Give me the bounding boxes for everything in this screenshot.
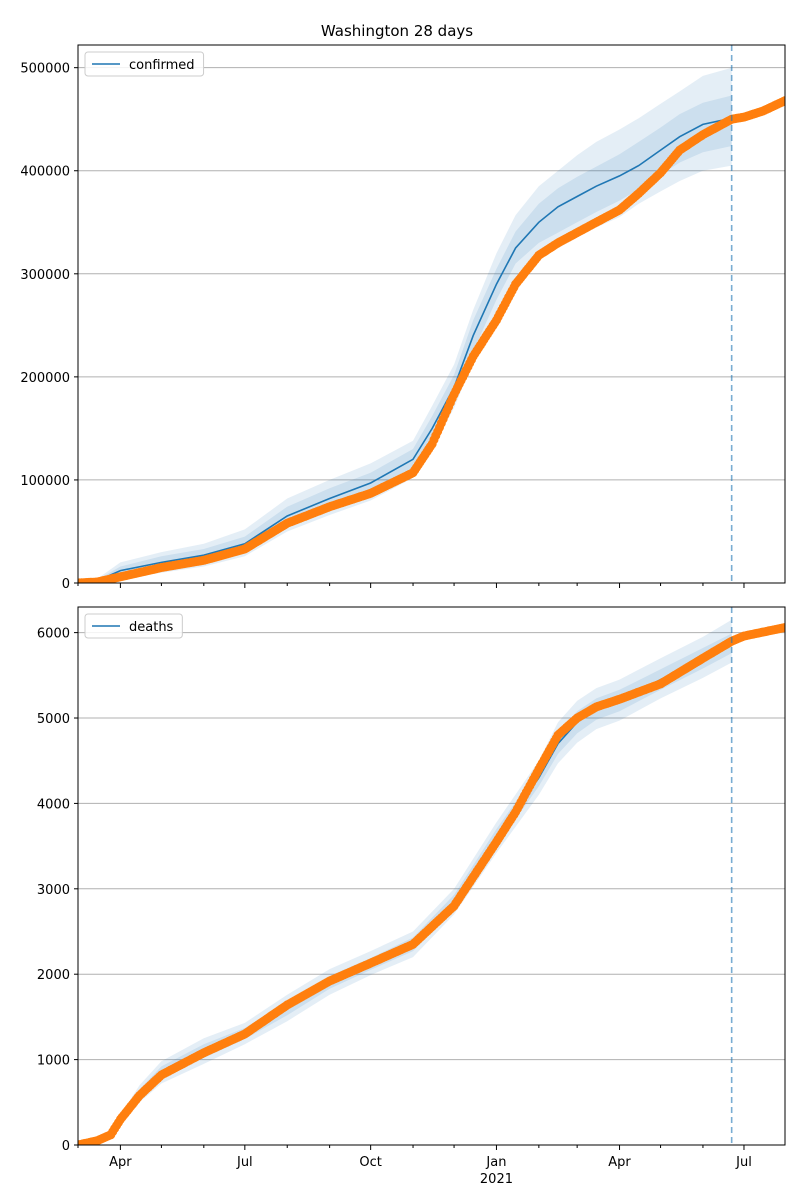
y-tick-label: 3000 bbox=[37, 883, 70, 898]
uncertainty-band bbox=[78, 95, 732, 583]
y-tick-label: 4000 bbox=[37, 797, 70, 812]
x-tick-label: Apr bbox=[608, 1155, 631, 1170]
y-tick-label: 100000 bbox=[20, 474, 70, 489]
plot-area bbox=[78, 619, 785, 1145]
y-tick-label: 0 bbox=[62, 1139, 70, 1154]
y-tick-label: 2000 bbox=[37, 968, 70, 983]
y-tick-label: 300000 bbox=[20, 268, 70, 283]
observed-point bbox=[780, 96, 785, 106]
y-tick-label: 6000 bbox=[37, 627, 70, 642]
legend: confirmed bbox=[84, 51, 205, 77]
chart-title: Washington 28 days bbox=[321, 22, 473, 40]
plot-area bbox=[78, 67, 785, 583]
legend-label: deaths bbox=[129, 620, 174, 635]
y-tick-label: 400000 bbox=[20, 165, 70, 180]
x-tick-label: Jul bbox=[236, 1155, 253, 1170]
observed-point bbox=[780, 622, 785, 632]
legend-label: confirmed bbox=[129, 58, 195, 73]
uncertainty-band bbox=[120, 619, 732, 1124]
axes-frame bbox=[77, 606, 786, 1146]
deaths-panel: 0 1000 2000 3000 4000 5000 6000 Apr Jul Oct Jan Apr… bbox=[37, 606, 786, 1187]
y-tick-label: 5000 bbox=[37, 712, 70, 727]
y-tick-label: 500000 bbox=[20, 62, 70, 77]
x-tick-label: Jul bbox=[735, 1155, 752, 1170]
x-tick-label: Apr bbox=[109, 1155, 132, 1170]
axes-frame bbox=[77, 44, 786, 584]
x-tick-label: Oct bbox=[359, 1155, 381, 1170]
legend: deaths bbox=[84, 613, 183, 639]
model-line bbox=[78, 117, 732, 583]
x-year-label: 2021 bbox=[480, 1172, 513, 1187]
legend-box bbox=[84, 613, 183, 639]
uncertainty-band bbox=[78, 67, 732, 583]
confirmed-panel: 0 100000 200000 300000 400000 500000 confirmed bbox=[20, 44, 786, 592]
y-tick-label: 1000 bbox=[37, 1054, 70, 1069]
y-tick-label: 200000 bbox=[20, 371, 70, 386]
x-tick-label: Jan bbox=[485, 1155, 506, 1170]
legend-box bbox=[84, 51, 205, 77]
y-tick-label: 0 bbox=[62, 577, 70, 592]
